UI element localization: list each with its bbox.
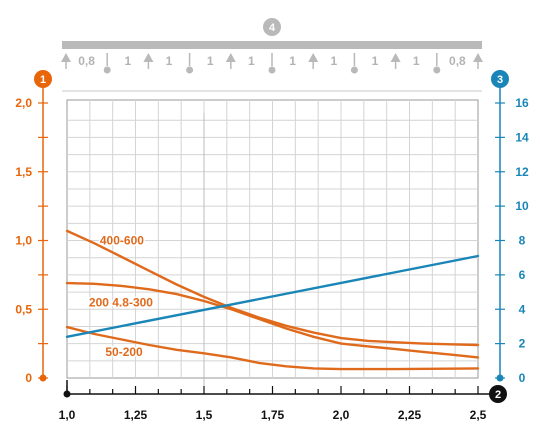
- x-axis-marker-circle: [489, 385, 507, 403]
- span-support-triangle: [143, 53, 154, 62]
- y-left-tick-label: 0,5: [15, 302, 32, 316]
- span-label: 1: [413, 54, 420, 68]
- span-diagram: 0,8 1 1 1 1 1 1 1 1 0,8 4: [61, 18, 483, 92]
- span-support-pin: [350, 66, 358, 74]
- y-axis-right: 3 0 2 4 6 8 10 12 14 16: [491, 70, 529, 385]
- x-axis-ticks: 1,0 1,25 1,5 1,75 2,0 2,25 2,5: [59, 386, 487, 422]
- y-right-tick-label: 6: [519, 268, 526, 282]
- span-labels: 0,8 1 1 1 1 1 1 1 1 0,8: [78, 54, 466, 68]
- y-axis-right-ticks: 0 2 4 6 8 10 12 14 16: [495, 96, 529, 385]
- y-right-tick-label: 8: [519, 234, 526, 248]
- y-right-tick-label: 4: [519, 302, 526, 316]
- y-left-tick-label: 1,0: [15, 234, 32, 248]
- span-label: 0,8: [78, 54, 95, 68]
- span-beam: [62, 41, 482, 49]
- span-support-triangle: [308, 53, 319, 62]
- span-label: 1: [166, 54, 173, 68]
- span-support-pin: [268, 66, 276, 74]
- x-tick-label: 2,0: [333, 408, 350, 422]
- span-support-triangle: [390, 53, 401, 62]
- span-support-triangle: [61, 53, 71, 62]
- x-tick-label: 2,25: [398, 408, 422, 422]
- x-axis-marker-text: 2: [495, 389, 501, 401]
- grid: [67, 100, 478, 386]
- series-line-3: [65, 254, 480, 338]
- x-tick-label: 1,75: [261, 408, 285, 422]
- span-marker-text: 4: [269, 22, 276, 34]
- y-right-tick-label: 16: [515, 96, 529, 110]
- span-label: 1: [372, 54, 379, 68]
- y-right-tick-label: 0: [519, 371, 526, 385]
- series-label-1: 200 4.8-300: [89, 296, 153, 310]
- span-label: 1: [330, 54, 337, 68]
- y-axis-left-marker-circle: [34, 70, 52, 88]
- y-left-tick-label: 2,0: [15, 96, 32, 110]
- span-supports: [61, 53, 483, 74]
- series-label-2: 50-200: [105, 345, 143, 359]
- y-left-tick-label: 1,5: [15, 165, 32, 179]
- y-left-tick-label: 0: [25, 371, 32, 385]
- y-axis-left-ticks: 0 0,5 1,0 1,5 2,0: [15, 96, 48, 385]
- series-labels: 400-600 200 4.8-300 50-200: [87, 232, 154, 360]
- y-right-tick-label: 14: [515, 130, 529, 144]
- series-line-2: [65, 325, 480, 371]
- y-axis-left: 1 0 0,5 1,0 1,5 2,0: [15, 70, 52, 385]
- span-support-triangle: [225, 53, 236, 62]
- span-label: 1: [289, 54, 296, 68]
- series-group: [65, 229, 480, 371]
- span-marker-circle: [263, 18, 281, 36]
- span-label: 0,8: [449, 54, 466, 68]
- span-support-pin: [186, 66, 194, 74]
- y-axis-right-marker-circle: [491, 70, 509, 88]
- y-axis-right-marker-text: 3: [497, 74, 503, 86]
- x-tick-label: 1,5: [196, 408, 213, 422]
- series-line-1: [65, 281, 480, 359]
- span-support-pin: [103, 66, 111, 74]
- y-right-tick-label: 12: [515, 165, 529, 179]
- span-label: 1: [248, 54, 255, 68]
- span-label: 1: [207, 54, 214, 68]
- x-tick-label: 1,0: [59, 408, 76, 422]
- series-line-0: [65, 229, 480, 347]
- x-tick-label: 2,5: [470, 408, 487, 422]
- y-right-tick-label: 10: [515, 199, 529, 213]
- span-label: 1: [124, 54, 131, 68]
- span-support-pin: [433, 66, 441, 74]
- x-axis: 2 1,0 1,25 1,5 1,75 2,0 2,25 2,5: [59, 380, 507, 422]
- y-axis-left-marker-text: 1: [40, 74, 46, 86]
- span-support-triangle: [473, 53, 483, 62]
- x-tick-label: 1,25: [124, 408, 148, 422]
- y-right-tick-label: 2: [519, 337, 526, 351]
- series-label-0: 400-600: [100, 234, 144, 248]
